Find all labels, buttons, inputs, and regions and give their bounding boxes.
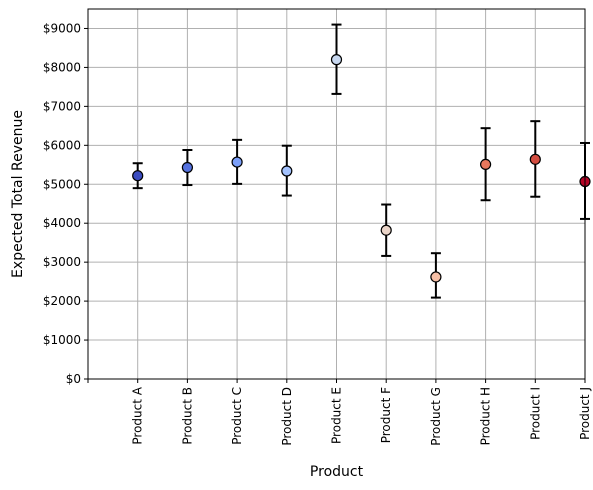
data-point [330, 54, 343, 66]
data-points [132, 54, 591, 283]
x-tick-label: Product I [528, 387, 542, 440]
x-tick-label: Product A [131, 386, 145, 444]
data-point [480, 158, 492, 170]
x-tick-label: Product G [429, 387, 443, 446]
x-tick-label: Product H [479, 387, 493, 445]
y-tick-label: $8000 [43, 60, 81, 74]
x-axis-ticks: Product A Product B Product C Product D Prod… [87, 379, 592, 446]
data-point [380, 224, 392, 236]
data-point [529, 153, 541, 165]
x-tick-label: Product C [230, 387, 244, 445]
y-tick-label: $2000 [43, 294, 81, 308]
x-axis-title: Product [310, 464, 364, 480]
y-tick-label: $5000 [43, 177, 81, 191]
y-tick-label: $1000 [43, 333, 81, 347]
x-tick-label: Product D [280, 387, 294, 446]
data-point [281, 165, 293, 177]
error-bars [132, 23, 590, 299]
y-tick-label: $0 [66, 372, 81, 386]
data-point [231, 156, 243, 168]
x-tick-label: Product J [578, 387, 592, 440]
y-axis-ticks: $0 $1000 $2000 $3000 $4000 $5000 $6000 $7000 $80… [43, 21, 88, 386]
data-point [132, 170, 144, 182]
y-tick-label: $3000 [43, 255, 81, 269]
data-point [430, 271, 442, 283]
data-point [181, 161, 193, 174]
x-tick-label: Product B [180, 387, 194, 445]
y-tick-label: $6000 [43, 138, 81, 152]
y-tick-label: $9000 [43, 21, 81, 35]
y-tick-label: $7000 [43, 99, 81, 113]
x-tick-label: Product E [330, 387, 344, 444]
x-tick-label: Product F [379, 387, 393, 443]
y-tick-label: $4000 [43, 216, 81, 230]
y-axis-title: Expected Total Revenue [10, 110, 26, 278]
